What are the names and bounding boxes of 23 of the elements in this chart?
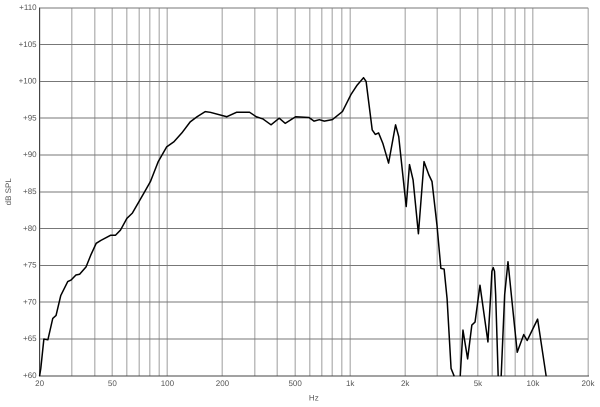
x-tick-label: 20k	[582, 378, 596, 388]
x-tick-label: 5k	[474, 378, 484, 388]
y-tick-label: +110	[19, 3, 38, 12]
y-tick-label: +100	[18, 76, 38, 86]
y-tick-label: +75	[23, 260, 38, 270]
y-tick-label: +85	[23, 187, 38, 196]
y-tick-label: +105	[18, 40, 38, 49]
x-tick-label: 100	[160, 378, 175, 388]
y-tick-label: +65	[23, 334, 38, 344]
x-tick-label: 500	[288, 378, 302, 388]
x-tick-label: 2k	[400, 378, 410, 388]
y-tick-label: +95	[23, 113, 38, 122]
y-tick-label: +90	[23, 150, 38, 160]
y-axis-title: dB SPL	[4, 178, 14, 206]
x-tick-label: 20	[35, 378, 45, 388]
y-tick-label: +70	[23, 297, 38, 306]
x-tick-label: 10k	[526, 378, 540, 388]
y-tick-label: +80	[23, 224, 38, 233]
x-tick-label: 200	[216, 378, 230, 388]
x-tick-label: 50	[108, 378, 118, 388]
x-axis-title: Hz	[308, 393, 319, 402]
y-tick-label: +60	[23, 371, 38, 380]
x-tick-label: 1k	[346, 378, 356, 388]
